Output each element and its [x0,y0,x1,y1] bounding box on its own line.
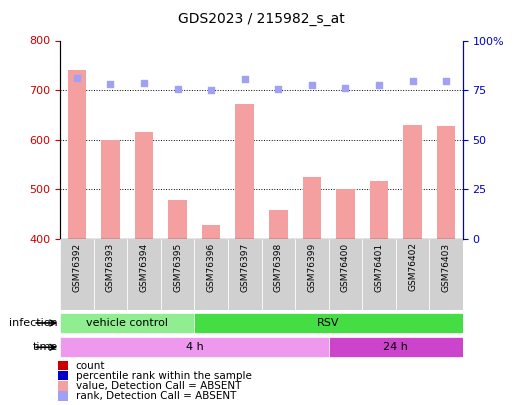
Bar [328,337,463,357]
Bar [396,239,429,310]
Point [241,76,249,83]
Text: RSV: RSV [317,318,340,328]
Bar [58,361,68,370]
Bar [58,371,68,381]
Bar [269,210,288,239]
Bar [437,126,456,239]
Point [375,82,383,88]
Text: GSM76401: GSM76401 [374,243,383,292]
Bar [228,239,262,310]
Text: GSM76393: GSM76393 [106,243,115,292]
Point [274,86,282,92]
Bar [303,177,321,239]
Text: value, Detection Call = ABSENT: value, Detection Call = ABSENT [76,381,241,391]
Point [73,75,81,81]
Text: rank, Detection Call = ABSENT: rank, Detection Call = ABSENT [76,391,236,401]
Text: GDS2023 / 215982_s_at: GDS2023 / 215982_s_at [178,12,345,26]
Bar [101,140,120,239]
Bar [161,239,195,310]
Text: vehicle control: vehicle control [86,318,168,328]
Text: percentile rank within the sample: percentile rank within the sample [76,371,252,381]
Text: GSM76403: GSM76403 [441,243,451,292]
Bar [295,239,328,310]
Bar [127,239,161,310]
Text: GSM76398: GSM76398 [274,243,283,292]
Bar [67,70,86,239]
Bar [94,239,127,310]
Text: GSM76396: GSM76396 [207,243,215,292]
Bar [328,239,362,310]
Bar [60,337,328,357]
Text: GSM76399: GSM76399 [308,243,316,292]
Bar [336,190,355,239]
Bar [429,239,463,310]
Point [207,87,215,94]
Bar [195,313,463,333]
Point [106,81,115,87]
Text: GSM76402: GSM76402 [408,243,417,292]
Bar [135,132,153,239]
Text: 4 h: 4 h [186,342,203,352]
Text: time: time [32,342,58,352]
Bar [370,181,388,239]
Point [341,84,349,91]
Point [442,78,450,84]
Point [140,79,148,86]
Bar [362,239,396,310]
Bar [168,200,187,239]
Bar [202,225,220,239]
Text: GSM76392: GSM76392 [72,243,82,292]
Bar [60,313,195,333]
Text: count: count [76,360,105,371]
Point [408,78,417,84]
Text: 24 h: 24 h [383,342,408,352]
Bar [403,125,422,239]
Bar [195,239,228,310]
Bar [58,381,68,390]
Bar [262,239,295,310]
Text: infection: infection [9,318,58,328]
Point [308,82,316,88]
Bar [58,391,68,401]
Bar [60,239,94,310]
Bar [235,104,254,239]
Text: GSM76400: GSM76400 [341,243,350,292]
Text: GSM76397: GSM76397 [240,243,249,292]
Text: GSM76394: GSM76394 [140,243,149,292]
Point [174,86,182,92]
Text: GSM76395: GSM76395 [173,243,182,292]
